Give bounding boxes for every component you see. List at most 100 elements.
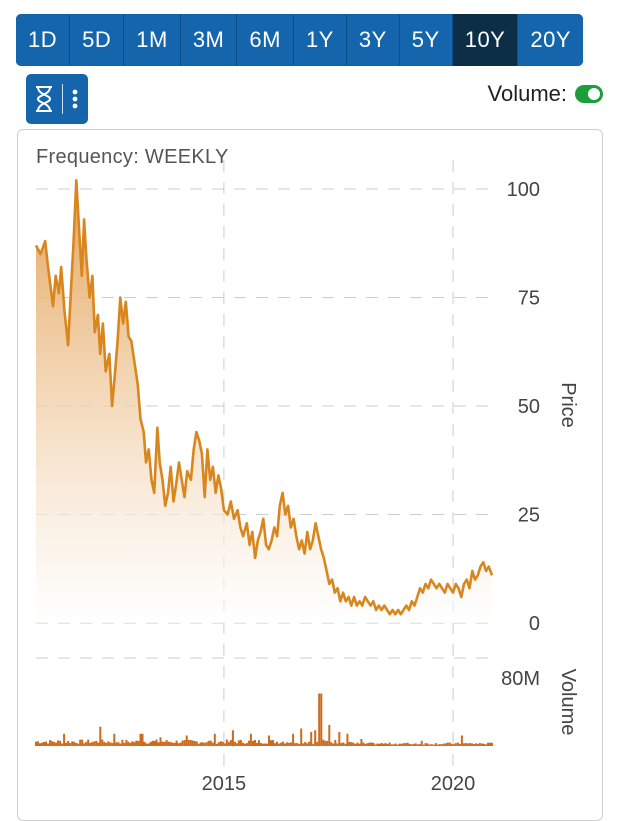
volume-bar (37, 741, 39, 746)
volume-bar (472, 744, 475, 746)
range-button-3m[interactable]: 3M (180, 14, 238, 66)
volume-bar (312, 743, 315, 746)
volume-bar (243, 743, 246, 746)
vertical-dots-icon[interactable] (63, 74, 87, 124)
volume-bar (280, 742, 283, 746)
volume-bar (462, 743, 465, 746)
volume-bar (183, 740, 186, 746)
volume-bar (338, 732, 341, 746)
volume-bar (468, 743, 471, 746)
volume-bar (169, 741, 172, 746)
volume-bar (487, 742, 489, 746)
volume-bar (358, 743, 361, 746)
volume-bar (254, 740, 256, 746)
price-tick-label-50: 50 (518, 396, 540, 418)
volume-bar (61, 743, 64, 746)
range-button-10y[interactable]: 10Y (452, 14, 519, 66)
volume-bar (107, 741, 110, 746)
volume-bar (491, 742, 493, 746)
chart-tools-button[interactable] (26, 74, 88, 124)
volume-bar (368, 742, 371, 746)
volume-bar (474, 743, 477, 746)
volume-bar (296, 743, 299, 746)
volume-bar (434, 743, 437, 746)
volume-bar (65, 742, 68, 746)
volume-bar (147, 743, 150, 746)
time-range-selector: 1D 5D 1M 3M 6M 1Y 3Y 5Y 10Y 20Y (16, 14, 584, 66)
volume-bar (95, 740, 98, 746)
volume-bar (342, 742, 345, 746)
volume-bar (444, 743, 447, 746)
range-button-5y[interactable]: 5Y (399, 14, 453, 66)
volume-bar (362, 742, 365, 746)
volume-bar (241, 742, 244, 746)
volume-bar (360, 739, 363, 746)
volume-bar (137, 741, 140, 746)
volume-bar (402, 743, 405, 746)
volume-bar (306, 743, 309, 746)
volume-bar (187, 739, 190, 746)
range-button-1m[interactable]: 1M (124, 14, 181, 66)
volume-bar (105, 742, 108, 746)
price-volume-chart[interactable]: 0 25 50 75 100 Price 80M Volume 2015 2020 (0, 0, 619, 800)
volume-bar (396, 744, 399, 746)
volume-bar (438, 744, 441, 746)
volume-bar (75, 743, 78, 746)
volume-bar (219, 741, 222, 746)
volume-bar (127, 741, 130, 746)
volume-bar (77, 743, 80, 746)
volume-bar (201, 742, 204, 746)
volume-bar (264, 743, 266, 746)
range-button-6m[interactable]: 6M (237, 14, 294, 66)
volume-bar (388, 742, 391, 746)
volume-bar (286, 742, 289, 746)
volume-bar (412, 743, 415, 746)
volume-bar (53, 742, 56, 746)
range-button-1d[interactable]: 1D (16, 14, 71, 66)
volume-bar (229, 740, 232, 746)
range-button-5d[interactable]: 5D (70, 14, 125, 66)
volume-bar (171, 742, 174, 746)
volume-bar (268, 735, 270, 746)
volume-bar (113, 733, 116, 747)
volume-switch-icon[interactable] (575, 85, 603, 103)
volume-bar (302, 743, 305, 746)
volume-bar (165, 740, 168, 746)
volume-bar (67, 740, 70, 746)
volume-bar (221, 741, 224, 746)
volume-bar (191, 740, 194, 746)
volume-bar (476, 743, 479, 746)
volume-bar (376, 743, 379, 746)
volume-bar (352, 742, 355, 746)
volume-bar (193, 741, 196, 746)
volume-bar (485, 744, 487, 746)
range-button-20y[interactable]: 20Y (518, 14, 584, 66)
volume-bar (115, 742, 118, 746)
volume-bars (35, 693, 493, 747)
volume-bar (489, 742, 491, 746)
volume-bar (456, 742, 459, 746)
volume-bar (99, 726, 102, 747)
volume-bar (446, 742, 449, 746)
volume-toggle[interactable]: Volume: (488, 80, 603, 108)
volume-bar (426, 743, 429, 746)
volume-bar (93, 741, 96, 746)
volume-bar (336, 743, 339, 746)
volume-bar (436, 744, 439, 746)
volume-bar (414, 743, 417, 746)
range-button-3y[interactable]: 3Y (346, 14, 400, 66)
volume-bar (316, 741, 319, 746)
x-tick-label-2020: 2020 (431, 773, 476, 795)
volume-bar (481, 743, 483, 746)
volume-bar (350, 742, 353, 746)
volume-bar (460, 735, 463, 746)
range-button-1y[interactable]: 1Y (293, 14, 347, 66)
volume-bar (370, 742, 373, 746)
volume-bar (123, 742, 126, 746)
volume-bar (310, 732, 313, 746)
volume-bar (452, 744, 455, 746)
volume-bar (145, 743, 148, 746)
price-area (36, 180, 492, 624)
volume-bar (227, 741, 230, 746)
x-tick-label-2015: 2015 (202, 773, 247, 795)
